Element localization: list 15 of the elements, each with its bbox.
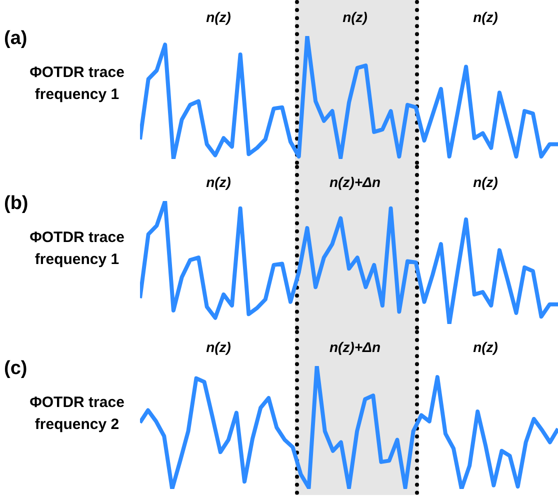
text: n(z) (206, 8, 232, 25)
text: n(z) (473, 338, 498, 355)
y-axis-title: ΦOTDR trace frequency 2 (28, 393, 126, 435)
chart-title: (a) (4, 28, 28, 50)
text: n(z)+Δn (329, 338, 381, 355)
text: n(z)+Δn (329, 174, 381, 190)
text: n(z) (206, 338, 232, 355)
text: n(z) (342, 8, 368, 25)
y-axis-title: ΦOTDR trace frequency 1 (28, 63, 126, 105)
y-axis-title: ΦOTDR trace frequency 1 (28, 228, 126, 270)
chart-title: (b) (4, 193, 28, 215)
text: n(z) (206, 174, 232, 190)
text: n(z) (473, 8, 498, 25)
chart-title: (c) (4, 358, 28, 380)
text: n(z) (473, 174, 498, 190)
